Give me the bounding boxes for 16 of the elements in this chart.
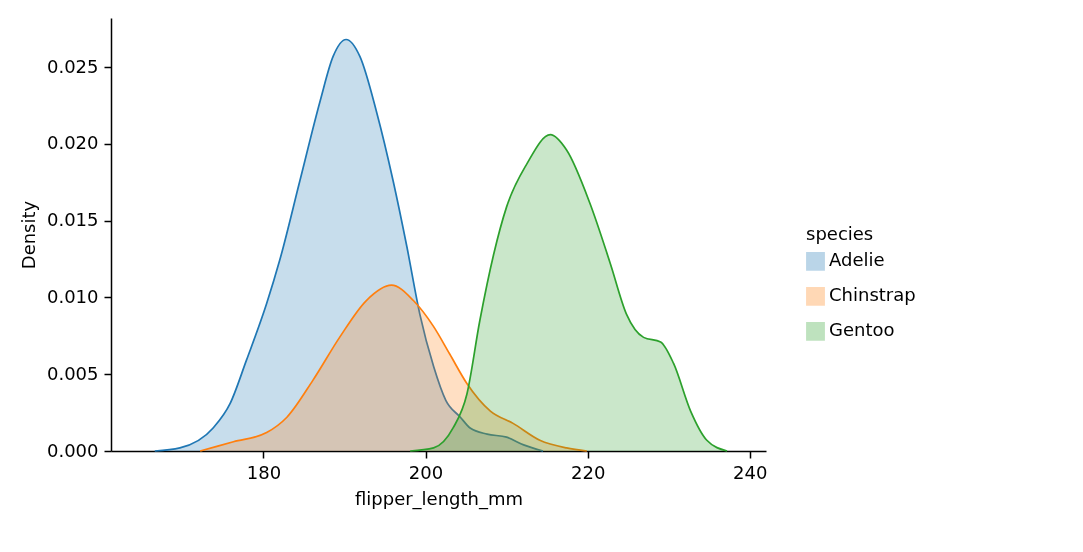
y-tick-label: 0.000 [46, 439, 99, 461]
legend-label: Chinstrap [829, 284, 916, 306]
y-tick-label: 0.025 [46, 55, 99, 77]
x-axis-title: flipper_length_mm [354, 487, 524, 510]
legend-title: species [806, 222, 874, 244]
legend-label: Gentoo [829, 319, 895, 341]
x-tick-label: 180 [246, 461, 282, 483]
y-axis-title: Density [17, 200, 39, 270]
y-tick-label: 0.010 [46, 285, 99, 307]
y-tick-label: 0.005 [46, 362, 99, 384]
y-tick-label: 0.020 [46, 132, 99, 154]
x-tick-label: 220 [570, 461, 606, 483]
y-tick-label: 0.015 [46, 209, 99, 231]
legend-label: Adelie [829, 249, 885, 271]
x-tick-label: 240 [733, 461, 768, 483]
x-tick-label: 200 [408, 461, 444, 483]
